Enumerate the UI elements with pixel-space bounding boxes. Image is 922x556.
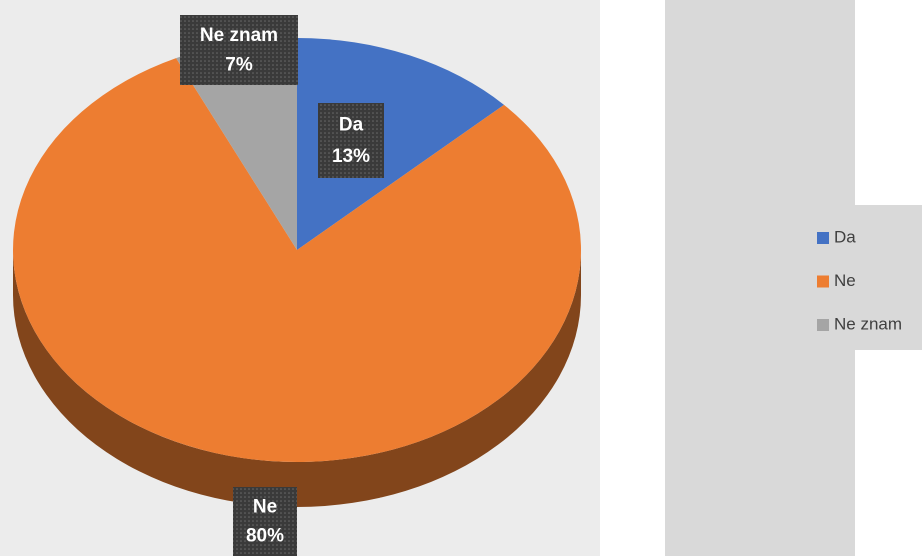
legend: Da Ne Ne znam	[817, 227, 902, 333]
legend-label: Da	[834, 227, 856, 246]
label-value: 7%	[225, 54, 253, 75]
label-box	[233, 487, 297, 556]
slice	[12, 58, 581, 462]
pie	[12, 38, 581, 507]
slice-side	[13, 250, 581, 507]
label-category: Ne znam	[200, 25, 278, 46]
label-box	[318, 103, 384, 178]
legend-label: Ne znam	[834, 314, 902, 333]
label-value: 80%	[246, 526, 284, 547]
legend-swatch	[817, 275, 829, 288]
data-labels: Da 13% Ne 80% Ne znam 7%	[180, 15, 384, 556]
label-category: Ne	[253, 497, 277, 518]
legend-swatch	[817, 232, 829, 244]
slice	[176, 38, 297, 250]
legend-swatch	[817, 319, 829, 331]
label-box	[180, 15, 298, 85]
slice	[297, 38, 505, 250]
legend-label: Ne	[834, 271, 856, 290]
label-value: 13%	[332, 146, 370, 167]
label-category: Da	[339, 115, 364, 136]
